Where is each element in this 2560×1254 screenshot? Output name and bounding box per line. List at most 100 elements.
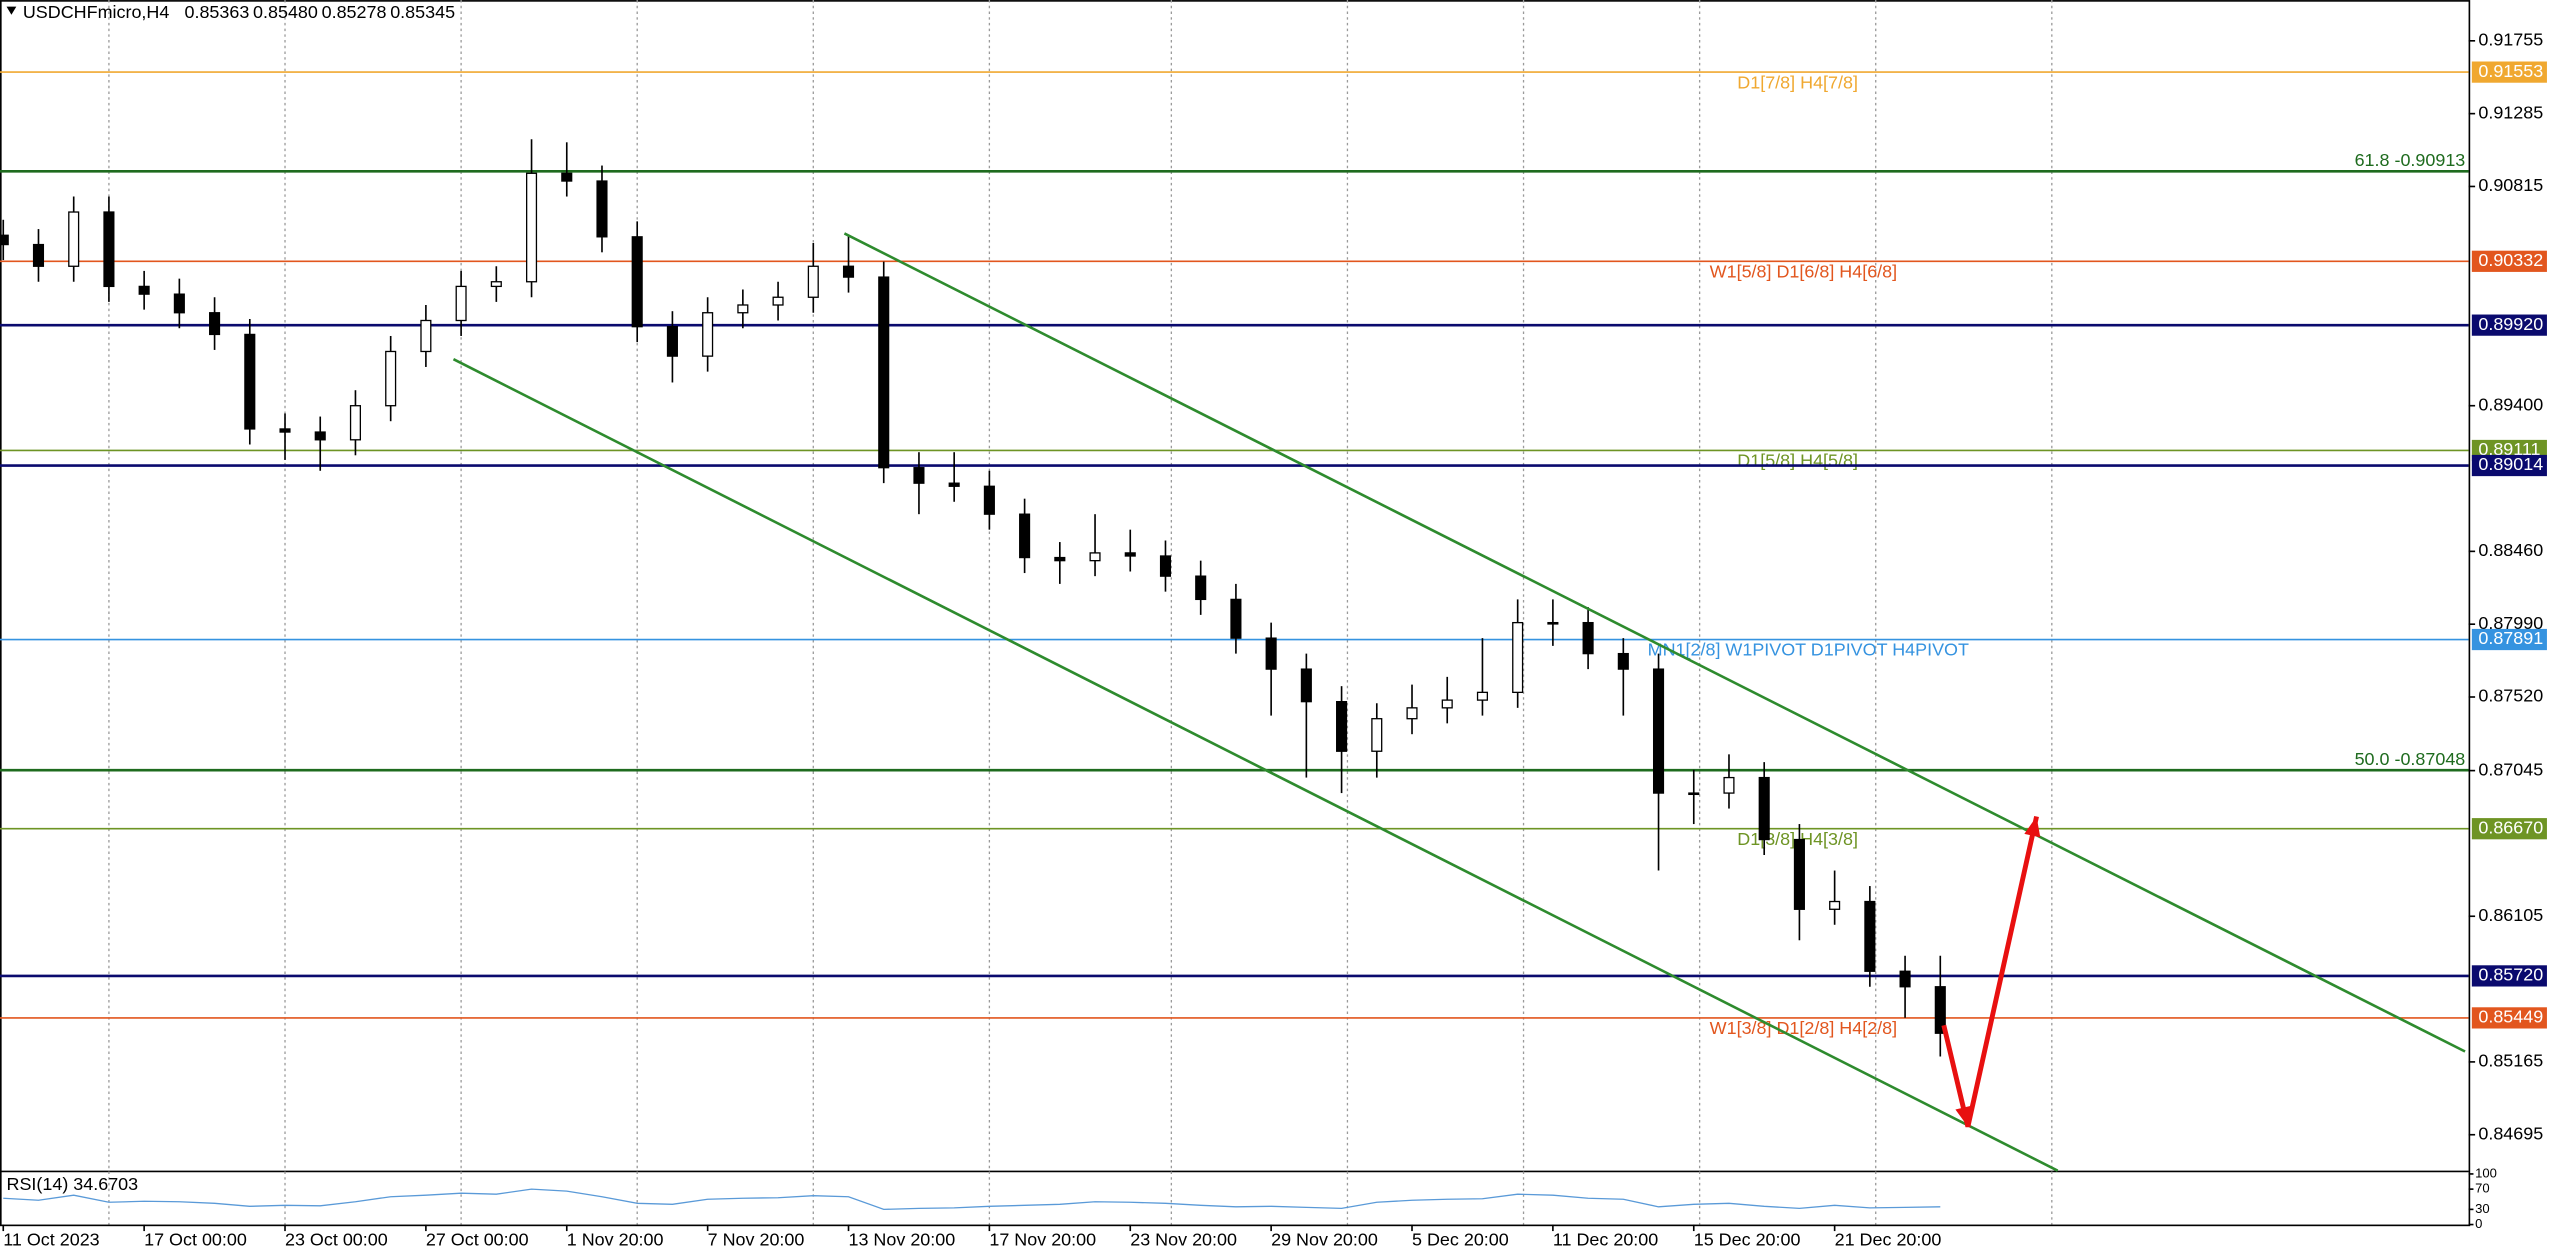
y-tick-label: 0.91755 — [2478, 30, 2543, 50]
ohlc-high: 0.85480 — [253, 2, 318, 22]
candle-body — [983, 485, 995, 515]
candle-body — [631, 236, 643, 328]
candle-body — [878, 276, 890, 469]
candle-body — [1371, 718, 1383, 752]
candle-body — [1899, 970, 1911, 988]
rsi-tick-label: 30 — [2475, 1201, 2490, 1216]
x-tick-label: 13 Nov 20:00 — [849, 1230, 956, 1250]
candle-body — [349, 405, 362, 441]
x-tick-label: 23 Oct 00:00 — [285, 1230, 388, 1250]
candle-body — [1441, 699, 1453, 709]
candle-body — [913, 467, 925, 484]
y-tick-label: 0.86105 — [2478, 905, 2543, 925]
candle-body — [1124, 552, 1136, 557]
level-label: 61.8 -0.90913 — [2355, 150, 2466, 170]
candle-body — [772, 296, 784, 306]
x-tick-label: 1 Nov 20:00 — [567, 1230, 664, 1250]
level-label: 50.0 -0.87048 — [2355, 749, 2466, 769]
level-label: D1[7/8] H4[7/8] — [1737, 72, 1858, 92]
price-box — [2471, 61, 2547, 83]
symbol: USDCHFmicro,H4 — [23, 2, 170, 22]
price-box — [2471, 628, 2547, 651]
price-box-label: 0.86670 — [2478, 817, 2543, 837]
level-label: MN1[2/8] W1PIVOT D1PIVOT H4PIVOT — [1648, 640, 1969, 660]
overlay — [3, 232, 2466, 1211]
candle-body — [1054, 556, 1066, 562]
candle-body — [1793, 838, 1805, 910]
candle-body — [1829, 900, 1841, 910]
candle-body — [209, 312, 221, 336]
arrow-head — [1955, 1105, 1972, 1127]
candle-body — [737, 304, 749, 314]
price-box-label: 0.85720 — [2478, 965, 2543, 985]
arrow-head — [2024, 816, 2041, 838]
y-tick-label: 0.87045 — [2478, 759, 2543, 779]
price-box-label: 0.89111 — [2478, 439, 2540, 459]
x-tick-label: 11 Oct 2023 — [3, 1230, 99, 1250]
candle-body — [1864, 900, 1876, 972]
candle-body — [138, 285, 150, 295]
y-tick-label: 0.90815 — [2478, 175, 2543, 195]
x-tick-label: 27 Oct 00:00 — [426, 1230, 529, 1250]
trend-line — [843, 232, 2466, 1053]
price-box-label: 0.89920 — [2478, 314, 2543, 334]
x-tick-label: 23 Nov 20:00 — [1130, 1230, 1237, 1250]
y-tick-label: 0.89400 — [2478, 394, 2543, 414]
price-box — [2471, 1007, 2547, 1029]
ohlc-close: 0.85345 — [390, 2, 455, 22]
levels: D1[7/8] H4[7/8] 61.8 -0.90913 W1[5/8] D1[6… — [0, 71, 2469, 1038]
candle-body — [32, 243, 45, 267]
price-box-label: 0.85449 — [2478, 1007, 2543, 1027]
candle-body — [1652, 668, 1665, 794]
candle-body — [1688, 792, 1700, 796]
candle-body — [1406, 707, 1418, 720]
candle-body — [1512, 621, 1524, 694]
candle-body — [103, 211, 115, 288]
candle-body — [525, 172, 538, 283]
rsi-line — [3, 1188, 1941, 1211]
candle-body — [1300, 668, 1312, 703]
candle-body — [279, 428, 291, 433]
candle-body — [1019, 513, 1031, 559]
candle-body — [385, 350, 397, 407]
ohlc-low: 0.85278 — [322, 2, 387, 22]
price-box-label: 0.89014 — [2478, 454, 2543, 474]
candle-body — [420, 319, 432, 353]
candle-body — [1159, 555, 1172, 577]
axes: 0.91755 0.91285 0.90815 0.89400 0.88460 0.879… — [2, 30, 2547, 1250]
ohlc-open: 0.85363 — [184, 2, 249, 22]
candle-body — [490, 281, 502, 288]
x-tick-label: 17 Oct 00:00 — [144, 1230, 247, 1250]
price-box — [2471, 314, 2547, 336]
y-tick-label: 0.87520 — [2478, 686, 2543, 706]
candle-body — [244, 333, 256, 430]
rsi-title: RSI(14) 34.6703 — [7, 1174, 139, 1194]
x-tick-label: 11 Dec 20:00 — [1553, 1230, 1658, 1250]
candle-body — [1723, 776, 1735, 794]
rsi-tick-label: 70 — [2475, 1181, 2490, 1196]
candles — [0, 139, 1946, 1057]
trend-line — [452, 358, 2059, 1172]
price-box — [2471, 454, 2547, 477]
candle-body — [1934, 986, 1946, 1034]
candle-body — [702, 312, 714, 357]
candle-body — [1230, 598, 1242, 639]
price-box-label: 0.90332 — [2478, 250, 2543, 270]
candle-body — [173, 293, 185, 314]
y-tick-label: 0.91285 — [2478, 102, 2543, 122]
level-label: D1[5/8] H4[5/8] — [1737, 451, 1858, 471]
price-box — [2471, 818, 2547, 840]
candle-body — [1476, 691, 1489, 701]
x-tick-label: 17 Nov 20:00 — [989, 1230, 1096, 1250]
y-tick-label: 0.88460 — [2478, 540, 2543, 560]
candle-body — [807, 265, 819, 298]
level-label: W1[5/8] D1[6/8] H4[6/8] — [1710, 261, 1897, 281]
candle-body — [455, 285, 467, 322]
price-box-label: 0.91553 — [2478, 61, 2543, 81]
candle-body — [596, 180, 608, 238]
rsi-tick-label: 0 — [2475, 1216, 2482, 1231]
x-tick-label: 29 Nov 20:00 — [1271, 1230, 1378, 1250]
candle-body — [314, 431, 326, 441]
